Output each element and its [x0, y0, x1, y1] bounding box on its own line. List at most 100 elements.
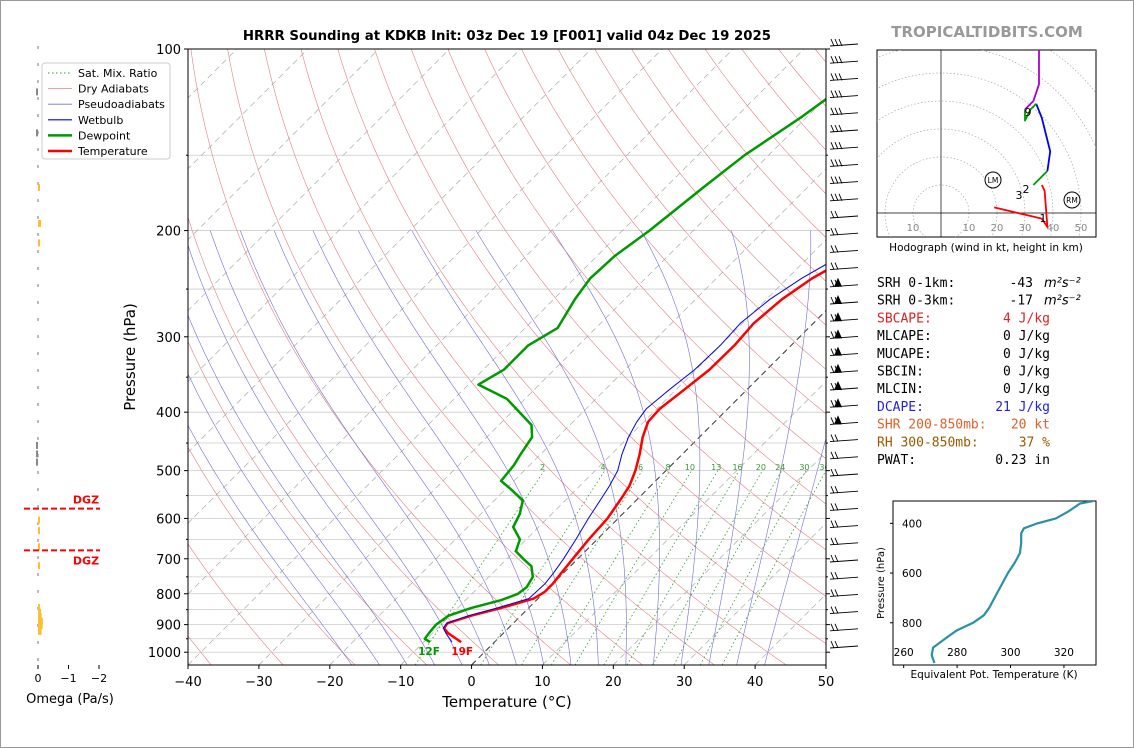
wind-barb: [829, 520, 859, 529]
mixing-ratio-label: 24: [775, 463, 785, 472]
theta-e-panel: 260 280 300 320 400 600 800 Equivalent Pot. Tem…: [876, 500, 1097, 681]
dry-adiabat: [264, 49, 715, 665]
isotherm-line: [542, 380, 826, 665]
omega-panel: DGZ DGZ 0 −1 −2 Omega (Pa/s): [24, 46, 114, 707]
legend: Sat. Mix. Ratio Dry Adiabats Pseudoadiabat…: [41, 62, 171, 160]
barb-pennant: [834, 312, 842, 322]
barb-flag: [834, 228, 839, 236]
omega-bar: [36, 458, 38, 466]
wind-barb: [829, 107, 859, 116]
wind-barb: [829, 142, 859, 150]
dry-adiabat: [521, 49, 826, 415]
theta-e-plot: [930, 501, 1094, 664]
wind-barb: [829, 193, 859, 202]
omega-tick-label: −2: [91, 672, 107, 685]
barb-shaft: [829, 542, 859, 546]
omega-bar: [38, 543, 40, 551]
barb-flag: [838, 124, 843, 133]
barb-flag: [834, 537, 839, 545]
y-tick-label: 1000: [148, 646, 181, 661]
barb-flag: [834, 520, 839, 528]
surface-dewpoint-label: 12F: [418, 646, 440, 658]
index-label: PWAT:: [877, 453, 916, 468]
pseudoadiabat: [188, 373, 380, 665]
barb-shaft: [829, 628, 859, 632]
wind-barb: [829, 451, 859, 460]
barb-flag: [830, 245, 835, 253]
barb-flag: [834, 193, 839, 201]
site-watermark[interactable]: TROPICALTIDBITS.COM: [891, 23, 1083, 41]
dgz-label: DGZ: [73, 494, 99, 507]
dry-adiabat: [557, 49, 826, 370]
x-tick-label: −40: [174, 675, 201, 690]
index-label: SBCAPE:: [877, 311, 932, 326]
index-label: SBCIN:: [877, 365, 924, 380]
barb-shaft: [829, 112, 859, 116]
wind-barb: [829, 73, 859, 81]
y-tick-label: 300: [156, 331, 181, 346]
index-label: DCAPE:: [877, 400, 924, 415]
theta-e-y-tick-label: 800: [902, 618, 922, 630]
index-label: MLCAPE:: [877, 329, 932, 344]
barb-flag: [830, 554, 835, 563]
x-tick-label: −20: [316, 675, 343, 690]
hodograph-height-label: 9: [1025, 106, 1032, 119]
x-tick-label: −30: [245, 675, 272, 690]
isotherm-line: [258, 97, 826, 665]
wind-barb: [829, 277, 859, 288]
dry-adiabat: [188, 543, 284, 665]
barb-shaft: [829, 473, 859, 477]
isotherm-line: [188, 49, 734, 595]
wind-barb: [829, 486, 859, 494]
storm-motion-label: RM: [1066, 196, 1078, 205]
index-value: -17: [1010, 294, 1033, 309]
index-unit: m²s⁻²: [1044, 276, 1081, 291]
barb-flag: [838, 193, 843, 201]
wind-barb: [829, 623, 859, 632]
omega-bar: [38, 608, 42, 616]
storm-motion-marker: [1063, 191, 1081, 209]
pseudoadiabat: [188, 244, 435, 665]
y-tick-label: 800: [156, 588, 181, 603]
mixing-ratio-label: 2: [540, 463, 545, 472]
wind-barb: [829, 312, 859, 322]
mixing-ratio-line: [699, 470, 807, 665]
storm-motion-marker: [984, 171, 1002, 189]
omega-tick-label: 0: [35, 672, 42, 685]
barb-flag: [830, 193, 835, 201]
isotherm-line: [188, 49, 379, 241]
dry-adiabat: [410, 49, 826, 551]
barb-flag: [830, 331, 835, 339]
barb-shaft: [829, 576, 859, 580]
wind-barb: [829, 537, 859, 546]
hodograph-plot: [877, 50, 1096, 237]
index-value: 0 J/kg: [1003, 347, 1050, 362]
barb-flag: [830, 365, 835, 373]
hodograph-height-label: 1: [1040, 212, 1047, 225]
skewt-xlabel: Temperature (°C): [441, 693, 571, 711]
wind-barb: [829, 640, 859, 649]
x-tick-label: −10: [387, 675, 414, 690]
barb-flag: [838, 159, 843, 167]
dry-adiabat: [337, 49, 826, 644]
index-value: 0 J/kg: [1003, 365, 1050, 380]
wetbulb-profile: [442, 263, 826, 643]
wind-barb: [829, 90, 859, 99]
omega-bar: [36, 441, 38, 449]
wind-barb: [829, 245, 859, 253]
hodograph-height-label: 2: [1023, 183, 1030, 196]
dgz-label: DGZ: [73, 554, 99, 567]
barb-flag: [830, 159, 835, 167]
x-tick-label: 40: [747, 675, 764, 690]
barb-flag: [830, 262, 835, 270]
barb-flag: [834, 623, 839, 631]
index-value: 4 J/kg: [1003, 311, 1050, 326]
mixing-ratio-label: 16: [732, 463, 742, 472]
wind-barb: [829, 210, 859, 219]
barb-shaft: [829, 146, 859, 150]
pseudoadiabat: [708, 230, 750, 665]
x-tick-label: 20: [605, 675, 622, 690]
pseudoadiabat: [736, 230, 812, 665]
barb-flag: [830, 537, 835, 545]
